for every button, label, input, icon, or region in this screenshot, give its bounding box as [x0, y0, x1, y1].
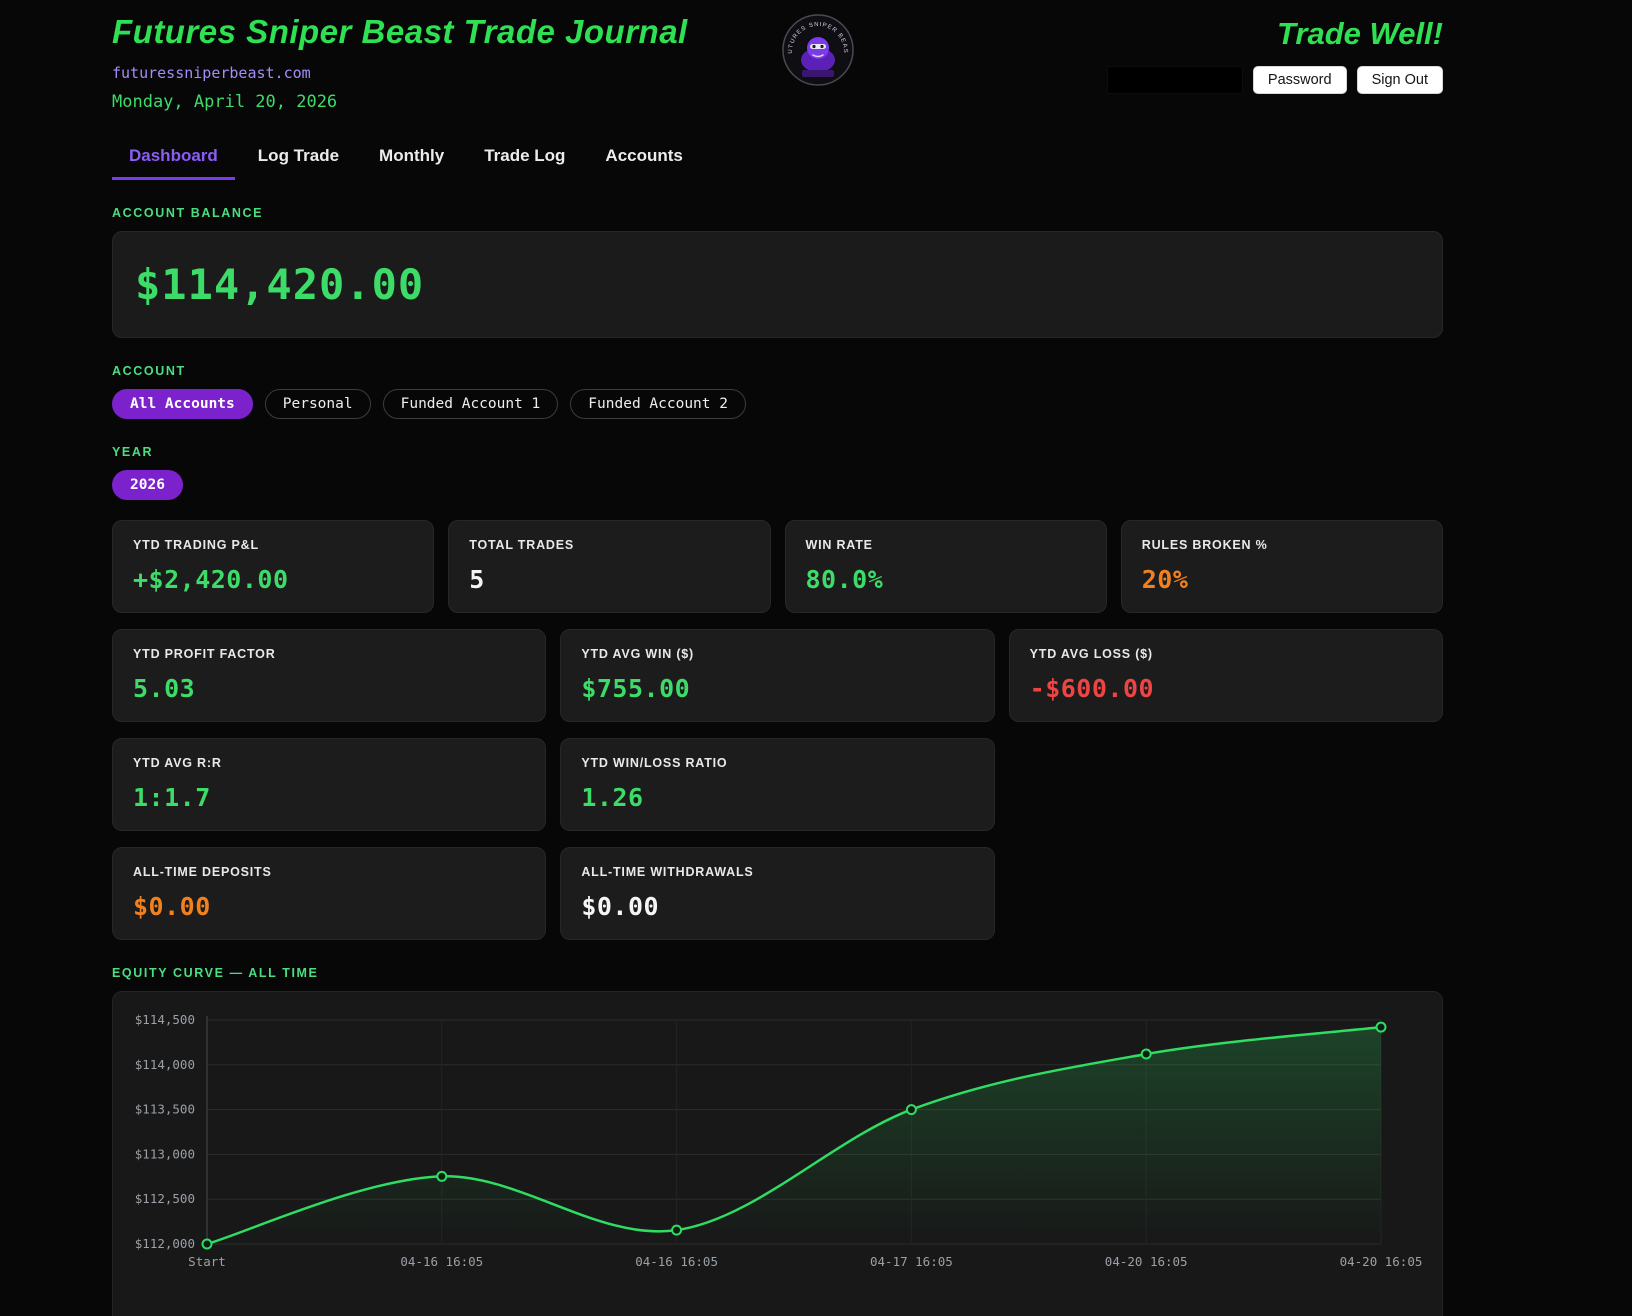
page: Futures Sniper Beast Trade Journal futur…: [112, 0, 1443, 1316]
account-section-label: ACCOUNT: [112, 364, 1443, 378]
data-point-marker: [672, 1226, 681, 1235]
stat-card-ytd-avg-win: YTD AVG WIN ($) $755.00: [560, 629, 994, 722]
year-section-label: YEAR: [112, 445, 1443, 459]
year-pill-2026[interactable]: 2026: [112, 470, 183, 500]
x-tick-label: 04-16 16:05: [400, 1254, 483, 1269]
y-tick-label: $113,500: [135, 1102, 195, 1117]
logo-badge: FUTURES SNIPER BEAST: [782, 14, 854, 86]
data-point-marker: [1377, 1023, 1386, 1032]
stat-label: YTD WIN/LOSS RATIO: [581, 756, 973, 770]
account-pill-funded-account-2[interactable]: Funded Account 2: [570, 389, 746, 419]
app-title: Futures Sniper Beast Trade Journal: [112, 14, 702, 50]
tab-trade-log[interactable]: Trade Log: [467, 136, 582, 180]
signout-button[interactable]: Sign Out: [1357, 66, 1443, 94]
stat-value: 1.26: [581, 783, 973, 812]
stat-value: +$2,420.00: [133, 565, 413, 594]
stat-card-all-time-withdrawals: ALL-TIME WITHDRAWALS $0.00: [560, 847, 994, 940]
stat-row: YTD AVG R:R 1:1.7 YTD WIN/LOSS RATIO 1.26: [112, 738, 1443, 831]
stat-label: YTD AVG R:R: [133, 756, 525, 770]
account-pill-all-accounts[interactable]: All Accounts: [112, 389, 253, 419]
equity-curve-section-label: EQUITY CURVE — ALL TIME: [112, 966, 1443, 980]
stats-grid: YTD TRADING P&L +$2,420.00 TOTAL TRADES 5 WI…: [112, 520, 1443, 940]
stat-row: YTD PROFIT FACTOR 5.03 YTD AVG WIN ($) $755…: [112, 629, 1443, 722]
domain-link[interactable]: futuressniperbeast.com: [112, 64, 311, 82]
stat-value: -$600.00: [1030, 674, 1422, 703]
stat-card-all-time-deposits: ALL-TIME DEPOSITS $0.00: [112, 847, 546, 940]
y-tick-label: $113,000: [135, 1147, 195, 1162]
stat-value: 5: [469, 565, 749, 594]
date-text: Monday, April 20, 2026: [112, 92, 702, 112]
tab-bar: DashboardLog TradeMonthlyTrade LogAccoun…: [112, 136, 1443, 180]
tab-log-trade[interactable]: Log Trade: [241, 136, 356, 180]
y-tick-label: $112,000: [135, 1236, 195, 1251]
data-point-marker: [1142, 1050, 1151, 1059]
tab-dashboard[interactable]: Dashboard: [112, 136, 235, 180]
header-left: Futures Sniper Beast Trade Journal futur…: [112, 14, 702, 112]
data-point-marker: [907, 1105, 916, 1114]
stat-value: $755.00: [581, 674, 973, 703]
tagline: Trade Well!: [854, 16, 1444, 52]
stat-card-ytd-trading-p-l: YTD TRADING P&L +$2,420.00: [112, 520, 434, 613]
account-pill-personal[interactable]: Personal: [265, 389, 371, 419]
year-filter: 2026: [112, 470, 1443, 500]
x-tick-label: 04-20 16:05: [1105, 1254, 1188, 1269]
stat-value: 1:1.7: [133, 783, 525, 812]
stat-label: YTD PROFIT FACTOR: [133, 647, 525, 661]
data-point-marker: [437, 1172, 446, 1181]
data-point-marker: [203, 1240, 212, 1249]
y-tick-label: $114,000: [135, 1057, 195, 1072]
account-filter: All Accounts Personal Funded Account 1 Fund…: [112, 389, 1443, 419]
stat-value: 80.0%: [806, 565, 1086, 594]
x-tick-label: Start: [188, 1254, 226, 1269]
stat-label: YTD TRADING P&L: [133, 538, 413, 552]
password-button[interactable]: Password: [1253, 66, 1347, 94]
stat-value: 20%: [1142, 565, 1422, 594]
stat-label: YTD AVG WIN ($): [581, 647, 973, 661]
password-input[interactable]: [1107, 66, 1243, 94]
equity-curve-card: $112,000 $112,500 $113,000 $113,500 $114,000…: [112, 991, 1443, 1316]
stat-card-ytd-win-loss-ratio: YTD WIN/LOSS RATIO 1.26: [560, 738, 994, 831]
stat-value: $0.00: [133, 892, 525, 921]
header-right: Trade Well! Password Sign Out: [854, 14, 1444, 94]
balance-value: $114,420.00: [135, 260, 424, 309]
stat-value: 5.03: [133, 674, 525, 703]
x-tick-label: 04-20 16:05: [1340, 1254, 1423, 1269]
equity-curve-chart: $112,000 $112,500 $113,000 $113,500 $114,000…: [127, 1004, 1430, 1316]
y-tick-label: $112,500: [135, 1191, 195, 1206]
stat-card-rules-broken: RULES BROKEN % 20%: [1121, 520, 1443, 613]
x-tick-label: 04-16 16:05: [635, 1254, 718, 1269]
stat-value: $0.00: [581, 892, 973, 921]
stat-label: WIN RATE: [806, 538, 1086, 552]
balance-card: $114,420.00: [112, 231, 1443, 338]
tab-accounts[interactable]: Accounts: [588, 136, 699, 180]
stat-label: RULES BROKEN %: [1142, 538, 1422, 552]
x-tick-label: 04-17 16:05: [870, 1254, 953, 1269]
logo: FUTURES SNIPER BEAST: [742, 14, 894, 91]
stat-label: ALL-TIME DEPOSITS: [133, 865, 525, 879]
stat-card-ytd-profit-factor: YTD PROFIT FACTOR 5.03: [112, 629, 546, 722]
header: Futures Sniper Beast Trade Journal futur…: [112, 14, 1443, 112]
stat-card-ytd-avg-loss: YTD AVG LOSS ($) -$600.00: [1009, 629, 1443, 722]
stat-card-total-trades: TOTAL TRADES 5: [448, 520, 770, 613]
stat-label: YTD AVG LOSS ($): [1030, 647, 1422, 661]
stat-row: ALL-TIME DEPOSITS$0.00ALL-TIME WITHDRAWA…: [112, 847, 1443, 940]
balance-section-label: ACCOUNT BALANCE: [112, 206, 1443, 220]
stat-label: TOTAL TRADES: [469, 538, 749, 552]
stat-row: YTD TRADING P&L +$2,420.00 TOTAL TRADES 5 WI…: [112, 520, 1443, 613]
y-tick-label: $114,500: [135, 1012, 195, 1027]
account-pill-funded-account-1[interactable]: Funded Account 1: [383, 389, 559, 419]
tab-monthly[interactable]: Monthly: [362, 136, 461, 180]
stat-card-ytd-avg-r-r: YTD AVG R:R 1:1.7: [112, 738, 546, 831]
stat-label: ALL-TIME WITHDRAWALS: [581, 865, 973, 879]
auth-row: Password Sign Out: [854, 66, 1444, 94]
stat-card-win-rate: WIN RATE 80.0%: [785, 520, 1107, 613]
